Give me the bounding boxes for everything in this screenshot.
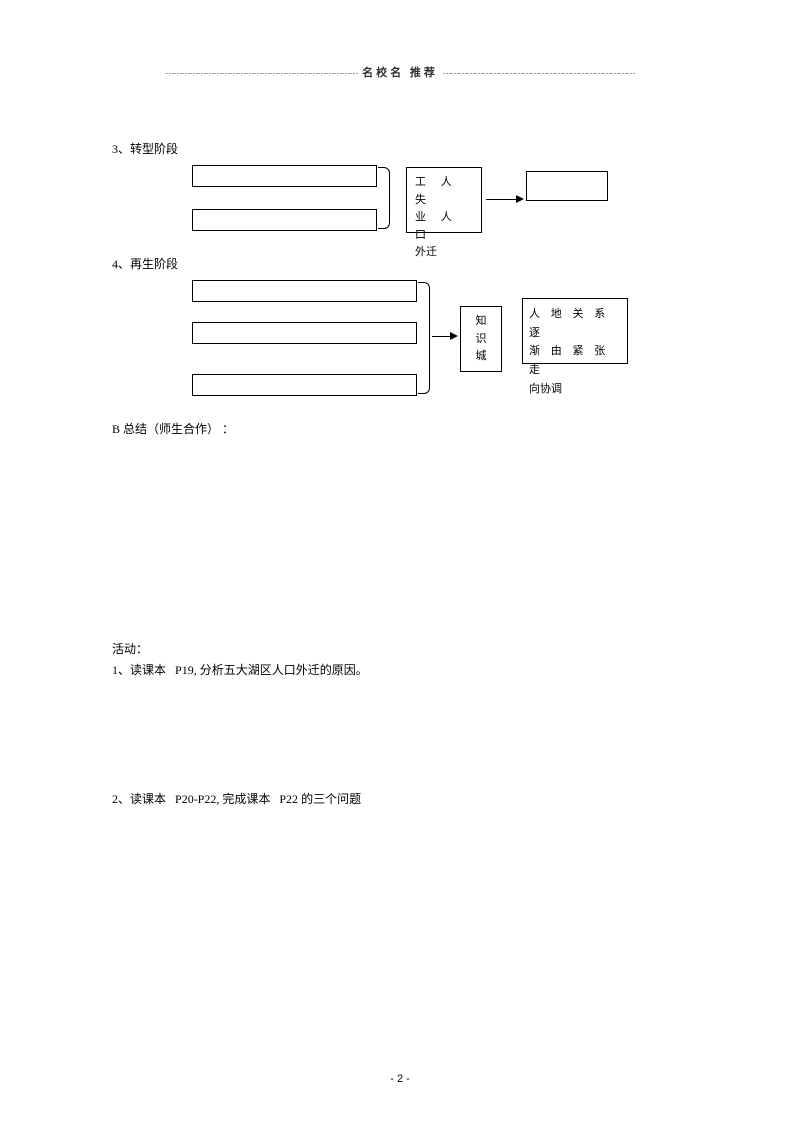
d4-right-line1: 人 地 关 系 逐 — [529, 305, 621, 342]
d4-right-line2: 渐 由 紧 张 走 — [529, 342, 621, 379]
d3-left-box-1 — [192, 165, 377, 187]
d4-middle-box: 知 识 城 — [460, 306, 502, 372]
d3-middle-line3: 外迁 — [415, 244, 473, 262]
section-4-label: 4、再生阶段 — [112, 255, 692, 272]
d4-right-box: 人 地 关 系 逐 渐 由 紧 张 走 向协调 — [522, 298, 628, 364]
section-3-label: 3、转型阶段 — [112, 140, 692, 157]
activity-1-prefix: 1、读课本 — [112, 663, 166, 677]
activity-title: 活动： — [112, 640, 368, 659]
main-content: 3、转型阶段 工 人 失 业 人 口 外迁 4、再生阶段 知 识 城 人 地 关… — [112, 140, 692, 437]
page-header: ⋯⋯⋯⋯⋯⋯⋯⋯⋯⋯⋯⋯⋯⋯⋯⋯⋯⋯⋯⋯⋯⋯⋯⋯ 名校名 推荐 ⋯⋯⋯⋯⋯⋯⋯⋯… — [120, 64, 680, 80]
d3-arrow-line — [486, 199, 518, 200]
page-number: - 2 - — [390, 1073, 410, 1085]
d4-middle-line3: 城 — [469, 348, 493, 366]
activity-2-text: 完成课本 — [222, 792, 270, 806]
d3-arrow-head — [516, 195, 524, 203]
activity-item-2: 2、读课本 P20-P22, 完成课本 P22 的三个问题 — [112, 790, 368, 809]
d4-left-box-1 — [192, 280, 417, 302]
activity-2-prefix: 2、读课本 — [112, 792, 166, 806]
page-footer: - 2 - — [0, 1073, 800, 1085]
activity-item-1: 1、读课本 P19, 分析五大湖区人口外迁的原因。 — [112, 661, 368, 680]
activity-2-ref2: P22 — [279, 792, 298, 806]
d3-left-box-2 — [192, 209, 377, 231]
d3-middle-line2: 业 人 口 — [415, 209, 473, 244]
activity-1-text: 分析五大湖区人口外迁的原因。 — [200, 663, 368, 677]
d3-bracket — [378, 167, 390, 229]
d3-middle-line1: 工 人 失 — [415, 174, 473, 209]
d4-middle-line2: 识 — [469, 331, 493, 349]
d4-arrow-head — [450, 332, 458, 340]
d3-middle-box: 工 人 失 业 人 口 外迁 — [406, 167, 482, 233]
activity-1-ref: P19, — [175, 663, 197, 677]
d4-arrow-line — [432, 336, 452, 337]
d4-left-box-3 — [192, 374, 417, 396]
activity-section: 活动： 1、读课本 P19, 分析五大湖区人口外迁的原因。 2、读课本 P20-… — [112, 640, 368, 812]
d3-right-box — [526, 171, 608, 201]
activity-2-tail: 的三个问题 — [301, 792, 361, 806]
d4-middle-line1: 知 — [469, 313, 493, 331]
header-dots-right: ⋯⋯⋯⋯⋯⋯⋯⋯⋯⋯⋯⋯⋯⋯⋯⋯⋯⋯⋯⋯⋯⋯⋯⋯ — [443, 68, 635, 79]
d4-right-line3: 向协调 — [529, 380, 621, 399]
d4-left-box-2 — [192, 322, 417, 344]
diagram-3: 工 人 失 业 人 口 外迁 — [192, 165, 692, 245]
summary-b: B 总结（师生合作） ： — [112, 420, 692, 437]
d4-bracket — [418, 282, 430, 394]
header-title: 名校名 推荐 — [362, 67, 438, 79]
activity-2-ref: P20-P22, — [175, 792, 219, 806]
diagram-4: 知 识 城 人 地 关 系 逐 渐 由 紧 张 走 向协调 — [192, 280, 692, 410]
header-dots-left: ⋯⋯⋯⋯⋯⋯⋯⋯⋯⋯⋯⋯⋯⋯⋯⋯⋯⋯⋯⋯⋯⋯⋯⋯ — [165, 68, 357, 79]
